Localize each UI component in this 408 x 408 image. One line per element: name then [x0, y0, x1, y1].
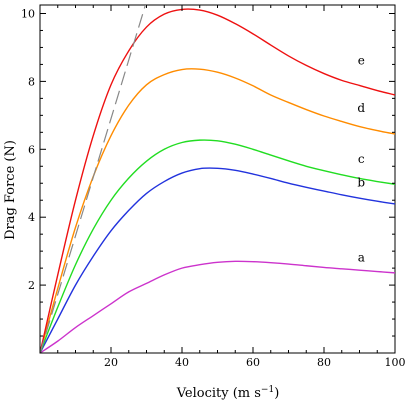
x-tick-label: 20	[104, 356, 118, 369]
x-axis-title: Velocity (m s−1)	[176, 385, 280, 401]
x-tick-label: 40	[175, 356, 189, 369]
x-tick-label: 60	[246, 356, 260, 369]
curve-label-b: b	[357, 176, 365, 190]
y-tick-label: 8	[28, 75, 35, 88]
series-line-c	[40, 139, 395, 353]
y-tick-label: 2	[28, 279, 35, 292]
series-layer	[40, 5, 395, 353]
x-tick-label: 80	[317, 356, 331, 369]
y-tick-label: 4	[28, 211, 35, 224]
y-axis-title: Drag Force (N)	[3, 140, 18, 240]
curve-label-d: d	[357, 101, 365, 115]
series-line-a	[40, 260, 395, 353]
x-tick-label: 100	[385, 356, 406, 369]
reference-dashed-line	[40, 5, 147, 353]
curve-label-a: a	[358, 250, 365, 264]
y-tick-label: 6	[28, 143, 35, 156]
series-line-e	[40, 8, 395, 353]
ticks: 20 40 60 80 100 2 4 6 8 10	[21, 5, 406, 369]
curve-label-e: e	[358, 53, 365, 67]
curve-labels: a bc d e	[357, 53, 365, 264]
y-tick-label: 10	[21, 7, 35, 20]
curve-label-c: c	[358, 152, 365, 166]
series-line-b	[40, 167, 395, 353]
series-line-d	[40, 68, 395, 353]
